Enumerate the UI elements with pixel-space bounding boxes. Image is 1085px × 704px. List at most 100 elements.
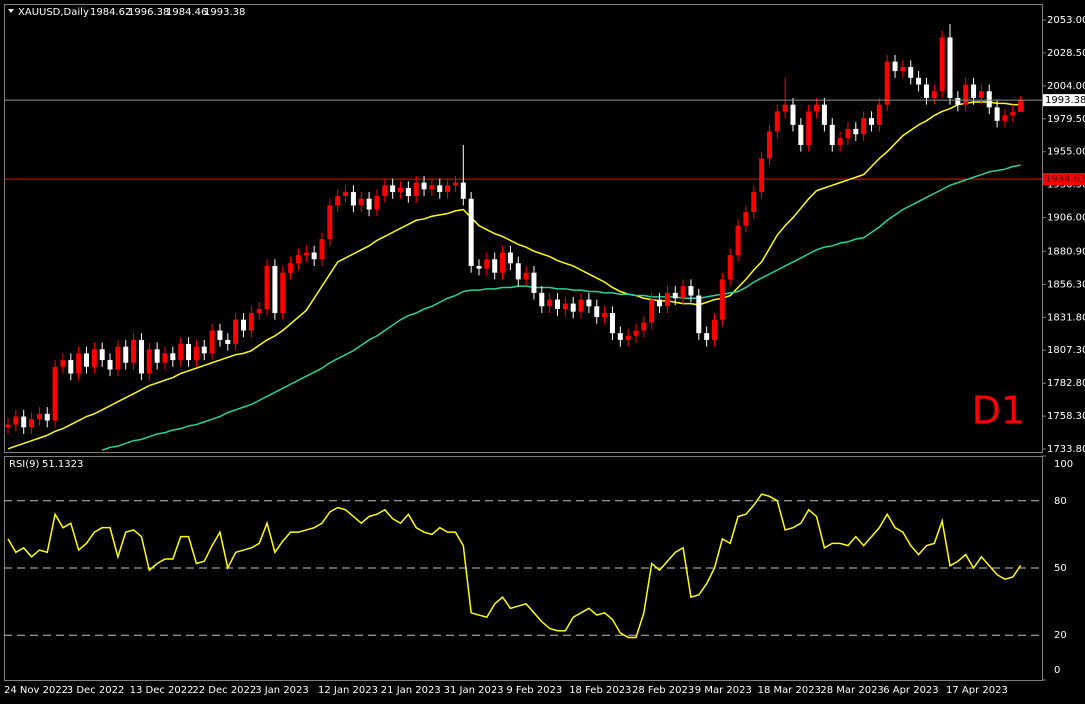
candle-body (955, 97, 961, 105)
candle-body (602, 313, 608, 318)
candle-body (76, 353, 82, 374)
candle-body (437, 185, 443, 193)
chart-title: XAUUSD,Daily (18, 7, 89, 18)
candle-body (107, 360, 113, 370)
y-tick-label: 1758.30 (1047, 411, 1085, 422)
candle-body (837, 138, 843, 145)
candle-body (327, 205, 333, 240)
candle-body (123, 346, 129, 363)
y-tick-label: 1733.80 (1047, 444, 1085, 455)
candle-body (193, 346, 199, 361)
level-tag (1043, 173, 1085, 186)
candle-body (29, 419, 35, 428)
candle-body (52, 366, 58, 421)
candle-body (1018, 100, 1024, 112)
candle-body (570, 303, 576, 312)
rsi-title: RSI(9) (9, 459, 40, 470)
candle-body (821, 104, 827, 125)
candle-body (1002, 115, 1008, 121)
candle-body (288, 263, 294, 273)
x-tick-label: 31 Jan 2023 (444, 685, 504, 696)
candle-body (971, 84, 977, 98)
candle-body (547, 299, 553, 307)
candle-body (657, 299, 663, 307)
candle-body (704, 333, 710, 340)
menu-icon[interactable] (8, 9, 14, 13)
candle-body (562, 303, 568, 309)
candle-body (696, 295, 702, 334)
candle-body (978, 91, 984, 98)
x-tick-label: 24 Nov 2022 (4, 685, 68, 696)
candle-body (1010, 111, 1016, 116)
candle-body (680, 286, 686, 299)
y-tick-label: 2028.50 (1047, 48, 1085, 59)
candle-body (311, 252, 317, 260)
y-tick-label: 50 (1054, 563, 1067, 574)
candle-body (743, 212, 749, 226)
y-tick-label: 0 (1054, 665, 1060, 676)
x-tick-label: 3 Dec 2022 (67, 685, 125, 696)
x-tick-label: 3 Jan 2023 (255, 685, 309, 696)
price-panel (4, 4, 1043, 453)
candle-body (248, 313, 254, 331)
candle-body (892, 61, 898, 72)
candle-body (845, 128, 851, 139)
candle-body (170, 353, 176, 361)
candle-body (688, 286, 694, 296)
candle-body (727, 255, 733, 280)
price-tag (1043, 94, 1085, 107)
high-value: 1996.38 (128, 7, 169, 18)
candle-body (60, 360, 66, 367)
candle-body (405, 188, 411, 197)
candle-body (869, 118, 874, 125)
candle-body (594, 306, 600, 318)
candle-body (21, 416, 27, 428)
timeframe-label: D1 (972, 389, 1025, 433)
candle-body (555, 299, 560, 309)
candle-body (44, 413, 50, 421)
y-tick-label: 1930.50 (1047, 180, 1085, 191)
y-tick-label: 1880.90 (1047, 246, 1085, 257)
candle-body (923, 84, 929, 98)
x-tick-label: 17 Apr 2023 (946, 685, 1008, 696)
candle-body (460, 182, 466, 199)
candle-body (994, 107, 1000, 121)
candle-body (853, 128, 859, 135)
candle-body (829, 124, 835, 145)
candle-body (154, 349, 160, 363)
candle-body (366, 198, 372, 210)
candle-body (782, 104, 788, 112)
candle-body (625, 335, 631, 340)
candle-body (947, 37, 953, 98)
y-tick-label: 20 (1054, 630, 1067, 641)
candle-body (209, 330, 215, 354)
moving-average (101, 164, 1021, 451)
candle-body (91, 349, 97, 367)
x-tick-label: 9 Mar 2023 (695, 685, 752, 696)
candle-body (398, 188, 403, 193)
candle-body (531, 272, 537, 293)
candle-body (225, 339, 231, 344)
candle-body (908, 67, 914, 78)
open-value: 1984.62 (90, 7, 131, 18)
candle-body (413, 182, 419, 197)
y-tick-label: 1979.50 (1047, 114, 1085, 125)
candle-body (476, 265, 482, 269)
x-tick-label: 12 Jan 2023 (318, 685, 378, 696)
candle-body (939, 37, 945, 92)
candle-body (712, 319, 717, 340)
low-value: 1984.46 (166, 7, 207, 18)
candle-body (303, 252, 309, 256)
candle-body (390, 185, 396, 193)
candle-body (578, 299, 584, 312)
candle-body (5, 424, 11, 428)
candle-body (468, 198, 474, 266)
x-tick-label: 28 Feb 2023 (632, 685, 694, 696)
candle-body (358, 198, 364, 206)
candle-body (280, 272, 286, 314)
candle-body (963, 84, 969, 105)
candle-body (790, 104, 796, 125)
close-value: 1993.38 (204, 7, 245, 18)
